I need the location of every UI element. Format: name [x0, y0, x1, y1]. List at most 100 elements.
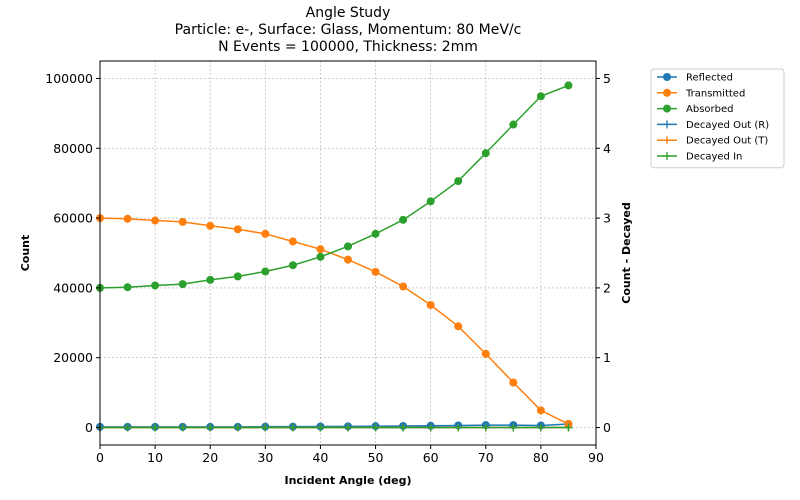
legend-label-decayed-in: Decayed In — [686, 152, 742, 163]
legend-label-reflected: Reflected — [686, 73, 733, 84]
legend-label-absorbed: Absorbed — [686, 104, 733, 115]
data-point-absorbed — [371, 229, 380, 238]
x-tick-label: 20 — [202, 450, 218, 465]
data-point-absorbed — [316, 252, 325, 261]
plot-frame — [99, 60, 597, 446]
data-point-absorbed — [151, 281, 160, 290]
data-point-absorbed — [399, 215, 408, 224]
right-y-tick-label: 1 — [603, 350, 611, 365]
data-point-transmitted — [178, 217, 187, 226]
y-tick-label: 20000 — [53, 350, 93, 365]
data-point-transmitted — [371, 267, 380, 276]
data-point-decayed-in — [399, 423, 408, 432]
chart-title-line-2: Particle: e-, Surface: Glass, Momentum: … — [175, 22, 522, 38]
data-point-absorbed — [481, 149, 490, 158]
data-point-transmitted — [233, 225, 242, 234]
legend-box — [650, 68, 785, 169]
data-point-absorbed — [509, 120, 518, 129]
legend-marker-reflected — [663, 73, 671, 81]
data-point-decayed-in — [509, 423, 518, 432]
data-point-transmitted — [123, 214, 132, 223]
y-tick-label: 100000 — [45, 71, 93, 86]
data-point-absorbed — [426, 197, 435, 206]
data-point-absorbed — [123, 283, 132, 292]
chart-title-line-1: Angle Study — [306, 5, 391, 21]
y-axis-label: Count — [19, 235, 32, 272]
data-point-transmitted — [454, 322, 463, 331]
data-point-absorbed — [206, 275, 215, 284]
data-point-transmitted — [261, 229, 270, 238]
data-point-transmitted — [151, 216, 160, 225]
legend-marker-transmitted — [663, 88, 671, 97]
data-point-transmitted — [509, 378, 518, 387]
y-tick-label: 60000 — [53, 211, 93, 226]
data-point-transmitted — [344, 255, 352, 264]
data-point-absorbed — [261, 267, 270, 276]
series-line-absorbed — [99, 84, 569, 289]
x-axis-label: Incident Angle (deg) — [284, 474, 411, 487]
data-point-absorbed — [536, 92, 545, 101]
legend-marker-decayed-out-t — [663, 136, 671, 145]
series-decayed-in — [96, 423, 573, 432]
data-point-transmitted — [399, 282, 408, 291]
x-tick-label: 0 — [96, 450, 104, 465]
series-transmitted — [96, 214, 573, 429]
x-tick-label: 60 — [423, 450, 439, 465]
data-point-decayed-in — [206, 423, 215, 432]
chart-title: Angle Study Particle: e-, Surface: Glass… — [175, 5, 522, 55]
x-tick-label: 10 — [147, 450, 163, 465]
x-tick-label: 90 — [588, 450, 604, 465]
right-y-tick-label: 0 — [603, 420, 611, 435]
data-point-decayed-in — [564, 423, 573, 432]
right-y-tick-label: 5 — [603, 71, 611, 86]
legend-marker-decayed-in — [663, 152, 671, 160]
data-point-decayed-in — [261, 423, 270, 432]
right-y-tick-label: 3 — [603, 211, 611, 226]
data-point-decayed-in — [454, 423, 463, 432]
x-tick-label: 40 — [312, 450, 328, 465]
data-point-decayed-in — [178, 423, 187, 432]
series-absorbed — [96, 81, 573, 292]
data-point-absorbed — [564, 81, 573, 90]
axis-ticks: 0 10 20 30 40 50 60 70 80 90020000400006000080000… — [45, 71, 611, 465]
data-point-transmitted — [288, 237, 297, 246]
data-point-absorbed — [288, 261, 297, 270]
data-point-decayed-in — [123, 423, 132, 432]
right-y-axis-label: Count - Decayed — [620, 202, 633, 303]
data-point-decayed-in — [344, 423, 352, 432]
x-tick-label: 70 — [478, 450, 494, 465]
plot-series — [96, 81, 573, 432]
data-point-absorbed — [454, 177, 463, 186]
y-tick-label: 80000 — [53, 141, 93, 156]
legend-marker-decayed-out-r — [663, 120, 671, 129]
data-point-transmitted — [206, 221, 215, 230]
data-point-transmitted — [316, 245, 325, 254]
data-point-decayed-in — [151, 423, 160, 432]
right-y-tick-label: 4 — [603, 141, 611, 156]
data-point-transmitted — [426, 301, 435, 310]
data-point-absorbed — [178, 280, 187, 289]
data-point-transmitted — [536, 406, 545, 415]
data-point-decayed-in — [288, 423, 297, 432]
data-point-transmitted — [481, 349, 490, 358]
data-point-decayed-in — [316, 423, 325, 432]
data-point-decayed-in — [233, 423, 242, 432]
data-point-decayed-in — [481, 423, 490, 432]
data-point-decayed-in — [371, 423, 380, 432]
legend-label-transmitted: Transmitted — [685, 88, 745, 99]
data-point-absorbed — [344, 242, 352, 251]
data-point-decayed-in — [536, 423, 545, 432]
y-tick-label: 40000 — [53, 280, 93, 295]
series-line-transmitted — [99, 217, 569, 425]
x-tick-label: 30 — [257, 450, 273, 465]
x-tick-label: 80 — [533, 450, 549, 465]
y-tick-label: 0 — [85, 420, 93, 435]
legend: Reflected Transmitted Absorbed Decayed Out … — [650, 68, 785, 169]
right-y-tick-label: 2 — [603, 280, 611, 295]
data-point-decayed-in — [426, 423, 435, 432]
chart-title-line-3: N Events = 100000, Thickness: 2mm — [218, 39, 478, 55]
legend-marker-absorbed — [663, 104, 671, 113]
legend-label-decayed-out-r: Decayed Out (R) — [686, 120, 769, 131]
x-tick-label: 50 — [368, 450, 384, 465]
